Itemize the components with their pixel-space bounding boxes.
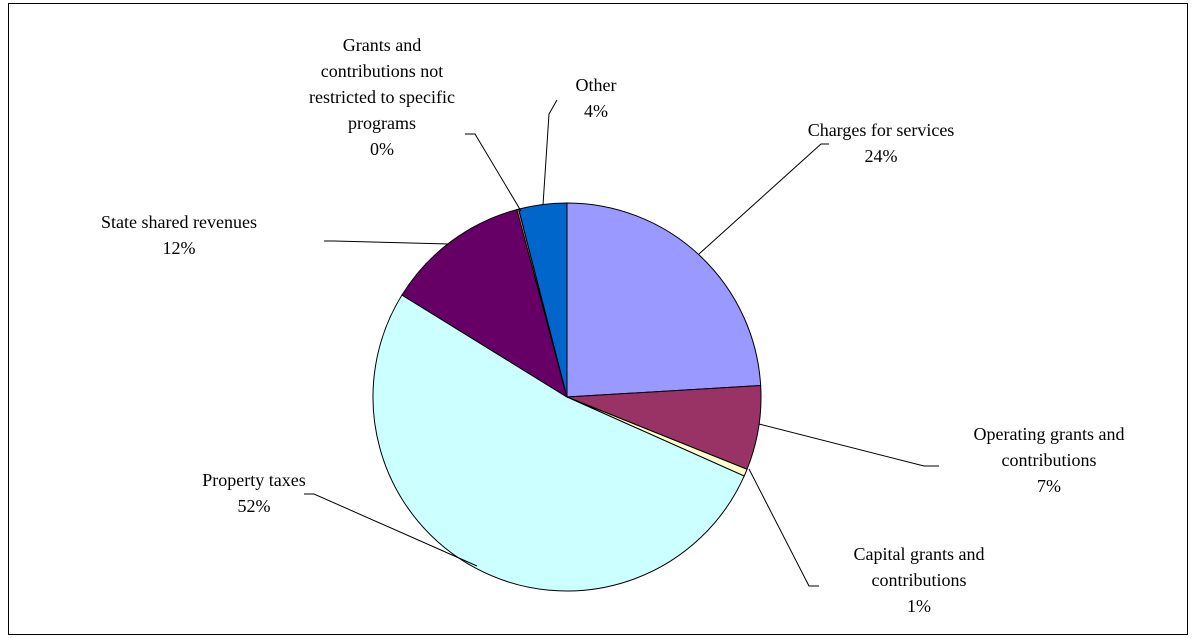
slice-percent-label: 0% xyxy=(370,139,394,159)
slice-name-label: programs xyxy=(348,113,416,133)
slice-percent-label: 4% xyxy=(584,101,608,121)
slice-label: Property taxes 52% xyxy=(202,470,305,516)
slice-name-label: contributions xyxy=(872,570,967,590)
slice-name-label: State shared revenues xyxy=(101,212,257,232)
slice-label: Grants and contributions not restricted to… xyxy=(309,35,455,159)
slice-percent-label: 12% xyxy=(163,238,196,258)
slice-percent-label: 24% xyxy=(865,146,898,166)
slice-percent-label: 1% xyxy=(907,596,931,616)
pie-slice-state-shared-revenues xyxy=(401,208,568,399)
slice-percent-label: 7% xyxy=(1037,476,1061,496)
slice-name-label: Property taxes xyxy=(202,470,305,490)
slice-labels: Charges for services 24% Operating grants … xyxy=(101,35,1124,616)
leader-line xyxy=(542,99,558,206)
chart-frame: Charges for services 24% Operating grants … xyxy=(8,3,1188,635)
slice-name-label: contributions not xyxy=(321,61,444,81)
slice-name-label: Operating grants and xyxy=(974,424,1125,444)
slice-name-label: Other xyxy=(576,75,617,95)
slice-label: Capital grants and contributions 1% xyxy=(854,544,985,616)
slice-label: Other 4% xyxy=(576,75,617,121)
pie-slice-charges-for-services xyxy=(566,202,762,398)
slice-name-label: Capital grants and xyxy=(854,544,985,564)
leader-line xyxy=(465,133,522,212)
slice-name-label: restricted to specific xyxy=(309,87,455,107)
leader-line xyxy=(324,240,450,245)
leader-line xyxy=(748,468,819,587)
leader-lines xyxy=(304,99,939,587)
slice-name-label: Charges for services xyxy=(808,120,955,140)
slice-label: Charges for services 24% xyxy=(808,120,955,166)
leader-line xyxy=(758,423,939,467)
pie-slice-property-taxes xyxy=(372,294,745,592)
slice-name-label: Grants and xyxy=(343,35,421,55)
slice-label: State shared revenues 12% xyxy=(101,212,257,258)
slice-name-label: contributions xyxy=(1002,450,1097,470)
pie-chart: Charges for services 24% Operating grants … xyxy=(101,35,1124,616)
slice-percent-label: 52% xyxy=(238,496,271,516)
pie-slices xyxy=(372,202,762,592)
leader-line xyxy=(698,143,829,255)
leader-line xyxy=(304,493,478,567)
slice-label: Operating grants and contributions 7% xyxy=(974,424,1125,496)
